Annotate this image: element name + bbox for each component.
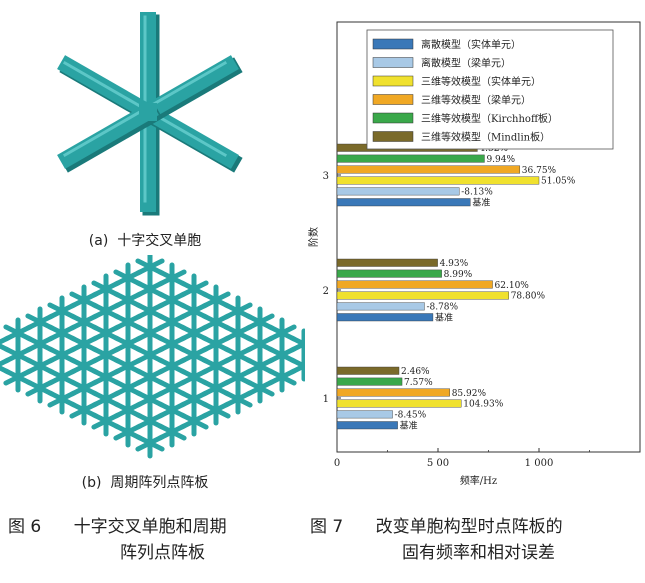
unit-cell-arm-highlight bbox=[62, 106, 148, 158]
lattice-node bbox=[201, 394, 231, 426]
legend-swatch bbox=[372, 131, 414, 142]
bar-cat2-series3 bbox=[336, 291, 509, 300]
lattice-node bbox=[0, 357, 11, 375]
bar-data-label: -8.13% bbox=[461, 188, 493, 198]
figure-7-title-line2: 固有频率和相对误差 bbox=[402, 543, 555, 563]
legend-entry: 三维等效模型（梁单元） bbox=[421, 94, 531, 107]
x-tick-label: 5 00 bbox=[427, 458, 449, 469]
bar-data-label: 基准 bbox=[435, 312, 453, 324]
bar-cat2-series5 bbox=[336, 269, 442, 278]
figure-6-caption: 图 6 十字交叉单胞和周期 阵列点阵板 bbox=[8, 514, 308, 566]
lattice-node bbox=[3, 361, 33, 393]
bar-data-label: 基准 bbox=[400, 420, 418, 432]
figure-6-number: 图 6 bbox=[8, 517, 42, 537]
x-axis-title: 频率/Hz bbox=[460, 474, 497, 487]
figure-7-number: 图 7 bbox=[310, 517, 344, 537]
bar-data-label: -8.45% bbox=[395, 411, 427, 421]
bar-cat2-series2 bbox=[336, 302, 425, 311]
legend-swatch bbox=[372, 112, 414, 124]
figure-6-title-line2: 阵列点阵板 bbox=[120, 543, 205, 563]
frequency-bar-chart: 基准-8.45%104.93%85.92%7.57%2.46%基准-8.78%7… bbox=[307, 21, 641, 487]
y-tick-label: 3 bbox=[323, 171, 329, 182]
lattice-node bbox=[25, 372, 55, 404]
unit-cell-arm-highlight bbox=[142, 60, 228, 112]
chart-legend: 离散模型（实体单元） 离散模型（梁单元） 三维等效模型（实体单元） 三维等效模型（梁单… bbox=[366, 29, 614, 150]
bar-cat2-series1 bbox=[336, 313, 434, 322]
legend-swatch bbox=[372, 75, 414, 87]
lattice-node bbox=[157, 416, 187, 448]
figure-6-title-line1: 十字交叉单胞和周期 bbox=[73, 517, 227, 537]
bar-cat3-series4 bbox=[336, 165, 521, 174]
bars-layer: 基准-8.45%104.93%85.92%7.57%2.46%基准-8.78%7… bbox=[336, 143, 576, 432]
unit-cell-arm bbox=[57, 101, 159, 169]
bar-cat1-series5 bbox=[336, 377, 403, 386]
axes-layer: 1 2 3 0 5 00 1 000 频率/Hz 阶数 bbox=[307, 171, 590, 487]
bar-cat1-series2 bbox=[336, 410, 393, 419]
figure-6b-caption: (b) 周期阵列点阵板 bbox=[81, 475, 209, 491]
cross-unit-cell-image bbox=[57, 12, 243, 216]
bar-data-label: 8.99% bbox=[444, 270, 473, 280]
bar-cat1-series3 bbox=[336, 399, 462, 408]
bar-data-label: 104.93% bbox=[463, 400, 503, 410]
lattice-node bbox=[47, 383, 77, 415]
x-tick-label: 1 000 bbox=[525, 458, 554, 469]
bar-data-label: 4.93% bbox=[440, 259, 469, 269]
bar-data-label: -8.78% bbox=[426, 303, 458, 313]
figure-7-title-line1: 改变单胞构型时点阵板的 bbox=[375, 517, 563, 537]
lattice-node bbox=[69, 394, 99, 426]
bar-cat3-series1 bbox=[336, 198, 471, 207]
legend-swatch bbox=[372, 94, 414, 105]
lattice-node bbox=[91, 405, 121, 437]
bar-cat3-series2 bbox=[336, 187, 460, 196]
lattice-node bbox=[179, 405, 209, 437]
bar-cat1-series1 bbox=[336, 421, 398, 430]
bar-data-label: 2.46% bbox=[401, 367, 430, 377]
legend-entry: 三维等效模型（Mindlin板） bbox=[421, 131, 550, 144]
bar-data-label: 51.05% bbox=[541, 177, 576, 187]
x-tick-label: 0 bbox=[334, 458, 340, 469]
bar-cat3-series3 bbox=[336, 176, 540, 185]
bar-data-label: 78.80% bbox=[511, 292, 546, 302]
lattice-node bbox=[0, 335, 11, 353]
lattice-strut bbox=[0, 357, 11, 367]
legend-box bbox=[366, 29, 614, 150]
bar-data-label: 62.10% bbox=[495, 281, 530, 291]
legend-entry: 三维等效模型（实体单元） bbox=[421, 75, 541, 88]
bar-cat1-series4 bbox=[336, 388, 450, 397]
legend-entry: 离散模型（梁单元） bbox=[421, 57, 511, 70]
lattice-plate-cells bbox=[0, 255, 305, 459]
lattice-node bbox=[245, 372, 275, 404]
y-tick-label: 1 bbox=[323, 394, 329, 405]
bar-data-label: 85.92% bbox=[452, 389, 487, 399]
bar-cat1-series6 bbox=[336, 366, 400, 375]
legend-entry: 三维等效模型（Kirchhoff板） bbox=[421, 112, 558, 125]
legend-swatch bbox=[372, 38, 414, 50]
bar-cat2-series6 bbox=[336, 258, 438, 267]
figure-7-caption: 图 7 改变单胞构型时点阵板的 固有频率和相对误差 bbox=[310, 514, 640, 566]
lattice-node bbox=[135, 427, 165, 459]
lattice-node bbox=[289, 350, 305, 382]
bar-data-label: 基准 bbox=[472, 197, 490, 209]
bar-cat3-series5 bbox=[336, 154, 485, 163]
legend-entry: 离散模型（实体单元） bbox=[421, 38, 521, 51]
lattice-strut bbox=[0, 335, 11, 345]
legend-swatch bbox=[372, 57, 414, 68]
unit-cell-arm-highlight bbox=[62, 60, 148, 112]
unit-cell-hub bbox=[139, 103, 157, 121]
lattice-node bbox=[223, 383, 253, 415]
bar-data-label: 9.94% bbox=[486, 155, 515, 165]
y-axis-title: 阶数 bbox=[307, 227, 320, 247]
y-tick-label: 2 bbox=[323, 286, 329, 297]
bar-data-label: 36.75% bbox=[522, 166, 557, 176]
unit-cell-arms bbox=[57, 12, 243, 216]
figure-6a-caption: (a) 十字交叉单胞 bbox=[88, 233, 202, 249]
lattice-node bbox=[113, 416, 143, 448]
unit-cell-arm bbox=[137, 55, 239, 123]
bar-cat2-series4 bbox=[336, 280, 493, 289]
lattice-node bbox=[267, 361, 297, 393]
figure-7-panel: 基准 -8.45% 104.93% 85.92% 7.57% 2.46% 基准 -8.78% 7… bbox=[305, 0, 645, 500]
periodic-lattice-plate-image bbox=[0, 255, 305, 459]
figure-6-panel: (a) 十字交叉单胞 (b) 周期阵列点阵板 bbox=[0, 0, 305, 500]
bar-data-label: 7.57% bbox=[404, 378, 433, 388]
